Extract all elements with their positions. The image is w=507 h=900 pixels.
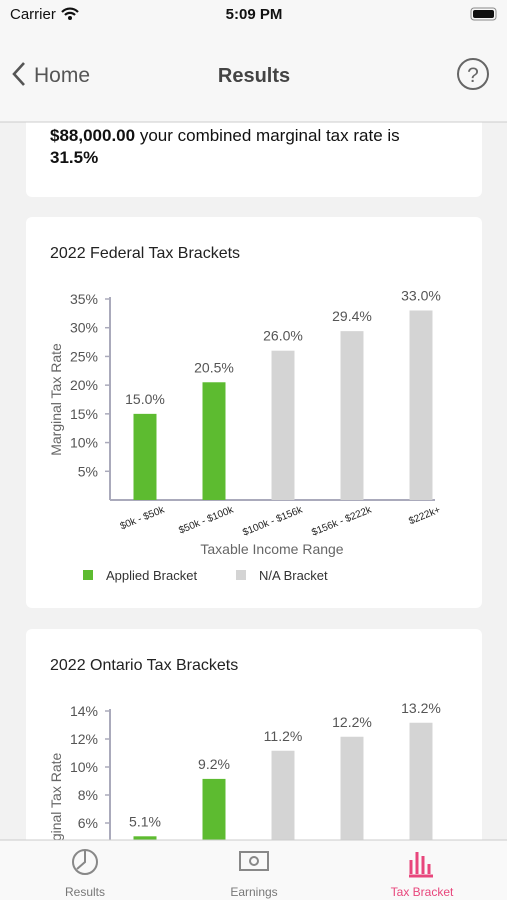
value-label: 29.4% — [332, 308, 372, 324]
value-label: 9.2% — [198, 756, 230, 772]
carrier: Carrier — [10, 6, 56, 23]
tax-bracket-icon — [409, 852, 433, 878]
chart-card — [26, 217, 482, 608]
y-tick-label: 15% — [70, 406, 98, 422]
bar — [409, 310, 433, 500]
y-tick-label: 8% — [78, 787, 98, 803]
header — [0, 0, 507, 122]
results-icon-hand — [76, 851, 86, 870]
x-axis-label: Taxable Income Range — [200, 541, 343, 557]
bar — [202, 382, 226, 500]
value-label: 33.0% — [401, 287, 441, 303]
y-tick-label: 35% — [70, 291, 98, 307]
legend-swatch — [83, 570, 93, 580]
y-tick-label: 10% — [70, 435, 98, 451]
value-label: 13.2% — [401, 700, 441, 716]
value-label: 26.0% — [263, 328, 303, 344]
help-button[interactable]: ? — [457, 58, 489, 90]
tab-tax-bracket[interactable]: Tax Bracket — [391, 852, 454, 899]
tab-results[interactable]: Results — [65, 849, 105, 899]
results-icon — [72, 849, 98, 875]
wifi-icon — [61, 7, 79, 16]
y-tick-label: 12% — [70, 731, 98, 747]
value-label: 11.2% — [264, 728, 303, 744]
bar — [133, 413, 157, 500]
y-axis-label: Marginal Tax Rate — [48, 753, 64, 866]
value-label: 12.2% — [332, 714, 372, 730]
summary-text: your combined marginal tax rate is — [135, 126, 400, 145]
back-label: Home — [34, 64, 90, 87]
tab-label: Results — [65, 885, 105, 899]
y-tick-label: 25% — [70, 348, 98, 364]
battery-level — [473, 10, 494, 18]
chart-card — [26, 629, 482, 900]
help-label: ? — [467, 64, 479, 87]
y-tick-label: 20% — [70, 377, 98, 393]
chart-title: 2022 Ontario Tax Brackets — [50, 657, 238, 674]
y-axis-label: Marginal Tax Rate — [48, 343, 64, 456]
battery — [470, 7, 497, 21]
bar — [271, 350, 295, 500]
chart-title: 2022 Federal Tax Brackets — [50, 245, 240, 262]
y-tick-label: 30% — [70, 320, 98, 336]
legend-label: N/A Bracket — [259, 568, 328, 583]
wifi-dot — [68, 16, 72, 20]
y-tick-label: 5% — [78, 463, 98, 479]
legend-swatch — [236, 570, 246, 580]
value-label: 20.5% — [194, 359, 234, 375]
legend-label: Applied Bracket — [106, 568, 197, 583]
summary-line: $88,000.00 your combined marginal tax ra… — [50, 126, 400, 145]
back-chevron — [12, 62, 25, 86]
earnings-icon — [239, 851, 269, 871]
value-label: 15.0% — [125, 391, 165, 407]
tab-label: Tax Bracket — [391, 885, 454, 899]
summary-amount: $88,000.00 — [50, 126, 135, 145]
y-tick-label: 10% — [70, 759, 98, 775]
nav-title: Results — [218, 65, 290, 87]
help-circle — [457, 58, 489, 90]
time: 5:09 PM — [226, 6, 283, 23]
earnings-icon-coin — [249, 856, 259, 866]
summary-rate: 31.5% — [50, 148, 98, 167]
tab-label: Earnings — [230, 885, 277, 899]
bar — [340, 331, 364, 500]
value-label: 5.1% — [129, 813, 161, 829]
tab-earnings[interactable]: Earnings — [230, 851, 278, 899]
back-button[interactable]: Home — [12, 62, 90, 87]
y-tick-label: 6% — [78, 815, 98, 831]
y-tick-label: 14% — [70, 703, 98, 719]
